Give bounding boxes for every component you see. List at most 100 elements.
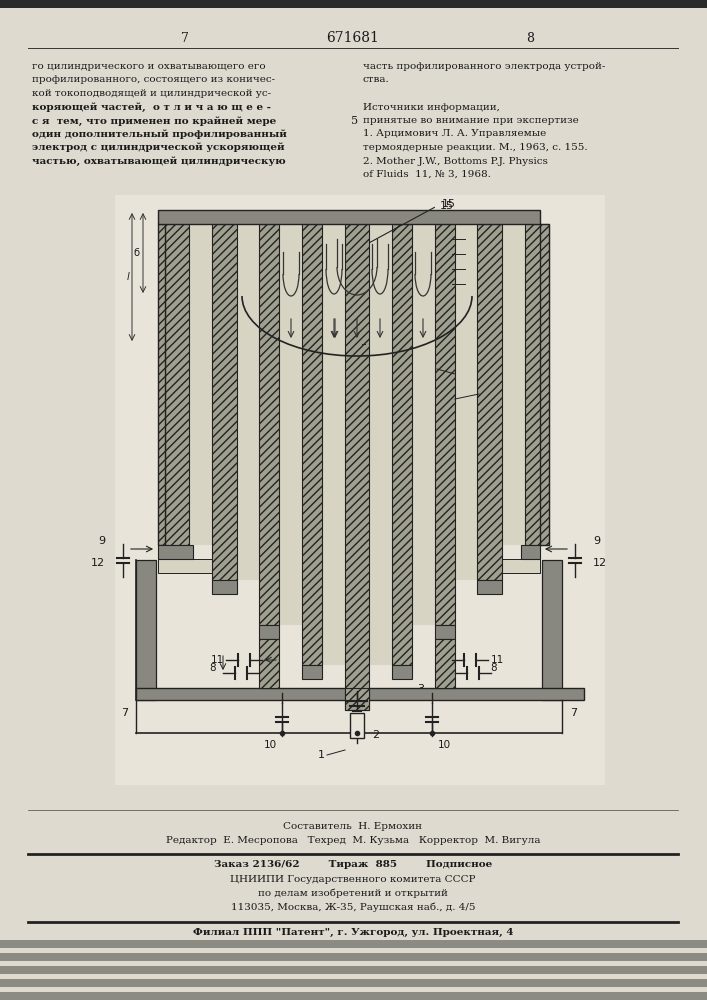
Text: Источники информации,: Источники информации, xyxy=(363,103,500,111)
Bar xyxy=(302,224,322,665)
Bar xyxy=(345,224,369,710)
Text: кой токоподводящей и цилиндрической ус-: кой токоподводящей и цилиндрической ус- xyxy=(32,89,271,98)
Bar xyxy=(477,580,502,594)
Text: по делам изобретений и открытий: по делам изобретений и открытий xyxy=(258,889,448,898)
Text: Составитель  Н. Ермохин: Составитель Н. Ермохин xyxy=(284,822,423,831)
Bar xyxy=(189,224,212,545)
Text: i₁: i₁ xyxy=(354,346,360,355)
Text: 1: 1 xyxy=(318,750,325,760)
Bar xyxy=(392,665,412,679)
Bar xyxy=(165,224,189,545)
Text: 15: 15 xyxy=(467,234,481,244)
Bar xyxy=(158,545,193,559)
Text: Заказ 2136/62        Тираж  885        Подписное: Заказ 2136/62 Тираж 885 Подписное xyxy=(214,860,492,869)
Text: 2: 2 xyxy=(372,730,379,740)
Text: 14: 14 xyxy=(467,264,481,274)
Text: 7: 7 xyxy=(570,708,577,718)
Text: 12: 12 xyxy=(593,558,607,568)
Text: 10: 10 xyxy=(264,740,276,750)
Bar xyxy=(521,545,540,559)
Text: i₂: i₂ xyxy=(377,346,383,355)
Bar xyxy=(542,560,562,700)
Bar xyxy=(455,224,477,580)
Bar xyxy=(369,224,392,665)
Text: 15: 15 xyxy=(442,199,456,209)
Text: 7: 7 xyxy=(181,31,189,44)
Bar xyxy=(345,688,369,710)
Bar xyxy=(158,559,212,573)
Text: 2. Mother J.W., Bottoms P.J. Physics: 2. Mother J.W., Bottoms P.J. Physics xyxy=(363,156,548,165)
Text: 3: 3 xyxy=(417,684,424,694)
Text: i₃: i₃ xyxy=(288,346,294,355)
Text: 113035, Москва, Ж-35, Раушская наб., д. 4/5: 113035, Москва, Ж-35, Раушская наб., д. … xyxy=(230,903,475,912)
Text: 11: 11 xyxy=(211,655,224,665)
Bar xyxy=(279,224,302,625)
Bar xyxy=(217,224,497,296)
Text: го цилиндрического и охватывающего его: го цилиндрического и охватывающего его xyxy=(32,62,266,71)
Text: 13: 13 xyxy=(467,279,481,289)
Bar xyxy=(158,210,540,224)
Bar xyxy=(0,0,707,8)
Text: 16: 16 xyxy=(467,249,481,259)
Text: с я  тем, что применен по крайней мере: с я тем, что применен по крайней мере xyxy=(32,116,276,126)
Text: частью, охватывающей цилиндрическую: частью, охватывающей цилиндрическую xyxy=(32,156,286,166)
Text: i₁: i₁ xyxy=(332,346,338,355)
Text: электрод с цилиндрической ускоряющей: электрод с цилиндрической ускоряющей xyxy=(32,143,285,152)
Bar xyxy=(525,224,549,545)
Text: of Fluids  11, № 3, 1968.: of Fluids 11, № 3, 1968. xyxy=(363,170,491,179)
Bar xyxy=(259,625,279,639)
Bar xyxy=(435,639,455,688)
Bar xyxy=(0,953,707,961)
Text: принятые во внимание при экспертизе: принятые во внимание при экспертизе xyxy=(363,116,579,125)
Bar xyxy=(259,224,279,625)
Text: 8: 8 xyxy=(526,31,534,44)
Bar xyxy=(302,665,322,679)
Text: 8: 8 xyxy=(209,663,216,673)
Bar xyxy=(212,224,237,580)
Bar xyxy=(477,224,502,580)
Text: 5: 5 xyxy=(351,116,358,126)
Bar xyxy=(540,224,549,545)
Bar xyxy=(435,224,455,625)
Text: 7: 7 xyxy=(121,708,128,718)
Bar xyxy=(392,224,412,665)
Text: 11: 11 xyxy=(491,655,504,665)
Text: коряющей частей,  о т л и ч а ю щ е е -: коряющей частей, о т л и ч а ю щ е е - xyxy=(32,103,271,112)
Text: 10: 10 xyxy=(438,740,450,750)
Text: ЦНИИПИ Государственного комитета СССР: ЦНИИПИ Государственного комитета СССР xyxy=(230,875,476,884)
Bar xyxy=(158,224,165,545)
Text: 12: 12 xyxy=(91,558,105,568)
Bar xyxy=(322,224,345,665)
Bar xyxy=(412,224,435,625)
Text: i₂: i₂ xyxy=(331,346,337,355)
Bar xyxy=(136,560,156,700)
Bar xyxy=(435,625,455,639)
Text: ства.: ства. xyxy=(363,76,390,85)
Text: 9: 9 xyxy=(593,536,600,546)
Text: 1. Арцимович Л. А. Управляемые: 1. Арцимович Л. А. Управляемые xyxy=(363,129,547,138)
Text: i₃: i₃ xyxy=(420,346,426,355)
Text: часть профилированного электрода устрой-: часть профилированного электрода устрой- xyxy=(363,62,605,71)
Text: 671681: 671681 xyxy=(327,31,380,45)
Bar xyxy=(259,639,279,688)
Bar xyxy=(115,195,605,785)
Text: 8: 8 xyxy=(490,663,496,673)
Text: Филиал ППП "Патент", г. Ужгород, ул. Проектная, 4: Филиал ППП "Патент", г. Ужгород, ул. Про… xyxy=(193,928,513,937)
Bar xyxy=(502,559,540,573)
Text: 9: 9 xyxy=(98,536,105,546)
Bar xyxy=(212,580,237,594)
Text: 4: 4 xyxy=(367,339,374,349)
Text: б: б xyxy=(134,248,140,258)
Text: 6: 6 xyxy=(457,369,464,379)
Bar xyxy=(136,688,584,700)
Bar xyxy=(237,224,259,580)
Text: профилированного, состоящего из коничес-: профилированного, состоящего из коничес- xyxy=(32,76,275,85)
Text: 15: 15 xyxy=(440,201,454,211)
Bar xyxy=(350,713,364,738)
Text: Редактор  Е. Месропова   Техред  М. Кузьма   Корректор  М. Вигула: Редактор Е. Месропова Техред М. Кузьма К… xyxy=(165,836,540,845)
Text: l: l xyxy=(127,272,129,282)
Bar xyxy=(0,966,707,974)
Bar xyxy=(0,979,707,987)
Bar xyxy=(0,992,707,1000)
Bar xyxy=(502,224,525,545)
